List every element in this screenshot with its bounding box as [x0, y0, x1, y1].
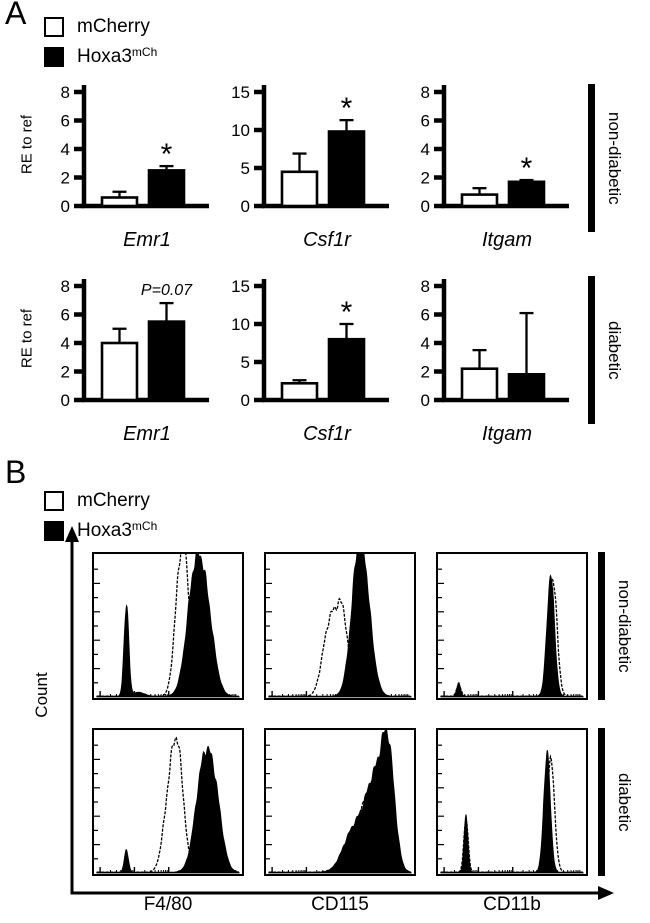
svg-text:2: 2: [421, 363, 430, 382]
bar-chart-itgam-nondiabetic: 0 2 4 6 8 * Itgam: [406, 78, 574, 252]
flow-histogram-cd115-nondiabetic: [264, 552, 416, 702]
svg-text:10: 10: [231, 315, 250, 334]
legend-label-mcherry: mCherry: [77, 16, 150, 37]
group-bar-diabetic-a: [588, 276, 595, 424]
svg-text:0: 0: [61, 391, 70, 410]
flow-histogram-f480-diabetic: [92, 728, 244, 878]
svg-text:8: 8: [421, 277, 430, 296]
legend-label-hoxa3: Hoxa3mCh: [77, 519, 158, 541]
count-axis-label: Count: [32, 672, 51, 718]
svg-text:4: 4: [61, 140, 70, 159]
svg-text:5: 5: [241, 159, 250, 178]
svg-text:2: 2: [61, 363, 70, 382]
legend-label-hoxa3: Hoxa3mCh: [77, 45, 158, 67]
group-bar-diabetic-b: [598, 728, 605, 876]
marker-label-cd115: CD115: [311, 894, 369, 915]
svg-text:0: 0: [421, 391, 430, 410]
gene-label: Itgam: [481, 423, 533, 445]
group-bar-nondiabetic-a: [588, 84, 595, 232]
bar-chart-csf1r-nondiabetic: 0 5 10 15 * Csf1r: [226, 78, 394, 252]
y-axis-label-re-to-ref-top: RE to ref: [18, 114, 36, 175]
row-label-nondiabetic-a: non-diabetic: [605, 111, 624, 205]
flow-histogram-f480-nondiabetic: [92, 552, 244, 702]
svg-text:8: 8: [61, 277, 70, 296]
svg-text:0: 0: [61, 197, 70, 216]
svg-text:P=0.07: P=0.07: [141, 282, 193, 299]
svg-text:6: 6: [61, 306, 70, 325]
bar-chart-emr1-nondiabetic: 0 2 4 6 8 * Emr1: [46, 78, 214, 252]
svg-text:15: 15: [231, 277, 250, 296]
svg-text:4: 4: [61, 334, 70, 353]
legend-panel-a: mCherry Hoxa3mCh: [44, 16, 157, 68]
gene-label: Emr1: [123, 423, 171, 445]
svg-text:5: 5: [241, 353, 250, 372]
marker-axis-arrowhead: [598, 886, 614, 900]
gene-label: Itgam: [481, 229, 533, 251]
svg-text:4: 4: [421, 334, 430, 353]
bar-chart-emr1-diabetic: 0 2 4 6 8 P=0.07 Emr1: [46, 272, 214, 446]
svg-text:10: 10: [231, 121, 250, 140]
svg-text:*: *: [341, 92, 353, 125]
flow-histogram-cd115-diabetic: [264, 728, 416, 878]
svg-text:*: *: [161, 138, 173, 171]
svg-text:2: 2: [61, 169, 70, 188]
legend-item-mcherry: mCherry: [44, 490, 157, 512]
gene-label: Csf1r: [303, 229, 351, 251]
filled-square-swatch: [44, 520, 64, 541]
bar-chart-csf1r-diabetic: 0 5 10 15 * Csf1r: [226, 272, 394, 446]
flow-histogram-cd11b-nondiabetic: [436, 552, 588, 702]
marker-label-cd11b: CD11b: [483, 894, 541, 915]
flow-axes: [65, 526, 614, 900]
panel-b-label: B: [5, 454, 27, 490]
svg-text:0: 0: [241, 197, 250, 216]
axis-lines: [70, 538, 601, 895]
svg-text:8: 8: [61, 83, 70, 102]
y-axis-label-re-to-ref-bottom: RE to ref: [18, 308, 36, 369]
open-square-swatch: [44, 491, 64, 511]
row-label-nondiabetic-b: non-diabetic: [615, 579, 634, 673]
svg-text:6: 6: [421, 112, 430, 131]
legend-item-mcherry: mCherry: [44, 16, 157, 38]
bar-chart-row-nondiabetic: 0 2 4 6 8 * Emr1 0 5 10 15 * Csf1r 0 2 4 6 8 * Itgam: [46, 78, 574, 252]
svg-text:6: 6: [61, 112, 70, 131]
svg-text:0: 0: [241, 391, 250, 410]
count-axis-arrowhead: [65, 526, 79, 542]
svg-text:4: 4: [421, 140, 430, 159]
legend-label-mcherry: mCherry: [77, 490, 150, 511]
group-bar-nondiabetic-b: [598, 552, 605, 700]
bar-chart-row-diabetic: 0 2 4 6 8 P=0.07 Emr1 0 5 10 15 * Csf1r 0 2 4 6 8 Itg…: [46, 272, 574, 446]
filled-square-swatch: [44, 46, 64, 67]
panel-a-label: A: [5, 0, 27, 31]
marker-label-f480: F4/80: [143, 894, 193, 915]
svg-text:*: *: [341, 296, 353, 329]
gene-label: Emr1: [123, 229, 171, 251]
svg-text:6: 6: [421, 306, 430, 325]
svg-text:2: 2: [421, 169, 430, 188]
row-label-diabetic-a: diabetic: [605, 320, 624, 380]
svg-text:0: 0: [421, 197, 430, 216]
legend-item-hoxa3: Hoxa3mCh: [44, 519, 157, 542]
legend-panel-b: mCherry Hoxa3mCh: [44, 490, 157, 542]
flow-histogram-cd11b-diabetic: [436, 728, 588, 878]
open-square-swatch: [44, 17, 64, 37]
svg-text:*: *: [521, 152, 533, 185]
gene-label: Csf1r: [303, 423, 351, 445]
bar-chart-itgam-diabetic: 0 2 4 6 8 Itgam: [406, 272, 574, 446]
svg-text:8: 8: [421, 83, 430, 102]
legend-item-hoxa3: Hoxa3mCh: [44, 45, 157, 68]
svg-text:15: 15: [231, 83, 250, 102]
row-label-diabetic-b: diabetic: [615, 772, 634, 832]
